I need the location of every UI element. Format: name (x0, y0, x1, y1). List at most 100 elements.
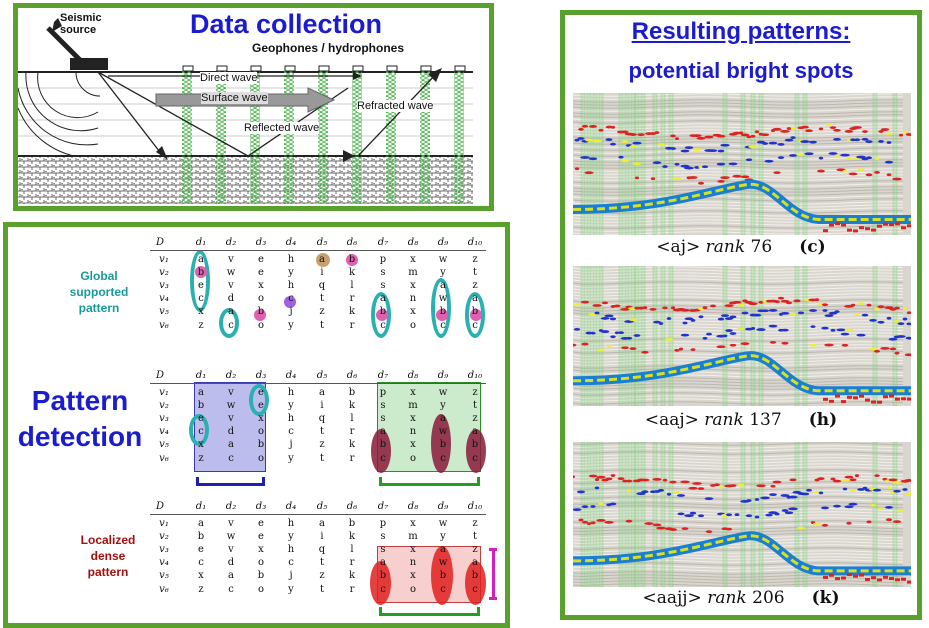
bright-spot-mark (874, 474, 880, 478)
matrix-cell: a (380, 293, 386, 305)
seismic-reflector-line (573, 466, 904, 470)
caption-k-rank: 206 (752, 588, 785, 608)
bright-spot-mark (597, 348, 605, 352)
bright-spot-mark (698, 307, 704, 311)
matrix-column-header: d₉ (437, 237, 449, 248)
bright-spot-mark (768, 141, 778, 145)
bright-spot-mark (652, 161, 662, 165)
bright-spot-mark (772, 127, 782, 131)
matrix-cell: c (288, 293, 294, 305)
bright-spot-mark (640, 478, 650, 482)
matrix-cell: p (379, 518, 387, 529)
seismic-reflector-line (573, 93, 904, 97)
bright-spot-mark (682, 321, 688, 325)
bright-spot-mark (869, 318, 877, 322)
seismic-reflector-line (573, 159, 904, 163)
matrix-row-header: v₁ (159, 254, 169, 265)
seismic-reflector-line (573, 401, 904, 405)
bright-spot-mark (613, 304, 621, 308)
red-ellipse-m3-d7 (370, 561, 391, 605)
bright-spot-mark (780, 494, 790, 497)
bright-spot-mark (847, 573, 852, 577)
matrix-cell: v (228, 518, 234, 529)
bright-spot-mark (633, 334, 641, 337)
bright-spot-mark (728, 162, 738, 166)
global-cyan-ellipse-d9 (431, 278, 451, 338)
matrix-cell: d (227, 426, 235, 438)
matrix-cell: s (380, 400, 386, 412)
bright-spot-mark (684, 166, 694, 170)
bright-spot-mark (573, 475, 576, 479)
bright-spot-mark (797, 311, 805, 315)
matrix-cell: z (198, 452, 204, 464)
caption-k-tag: (k) (811, 588, 840, 608)
bright-spot-mark (598, 128, 604, 132)
bright-spot-mark (678, 347, 684, 351)
bright-spot-mark (877, 305, 885, 309)
bright-spot-mark (898, 509, 904, 513)
seismic-reflector-line (573, 117, 904, 121)
matrix-cell: x (410, 306, 416, 318)
matrix-corner-label: D (155, 370, 165, 381)
matrix-cell: w (226, 267, 236, 279)
seismic-trace-column (624, 266, 630, 406)
seismic-trace-column (872, 266, 878, 406)
bright-spot-mark (877, 400, 882, 404)
bright-spot-mark (894, 351, 900, 355)
bright-spot-mark (641, 490, 649, 494)
local-pattern-label: Localized dense pattern (80, 533, 136, 580)
seismic-reflector-line (573, 168, 904, 172)
matrix-cell: y (440, 531, 446, 543)
matrix-cell: l (350, 544, 354, 556)
bright-spot-mark (889, 577, 894, 581)
seismic-trace-column (794, 93, 800, 235)
seismic-reflector-line (573, 460, 904, 464)
bright-spot-mark (840, 479, 850, 482)
bright-spot-mark (722, 334, 728, 338)
bright-spot-mark (718, 485, 724, 489)
bright-spot-mark (895, 222, 900, 226)
bright-spot-mark (861, 137, 869, 141)
seismic-trace-column (892, 442, 898, 587)
bright-spot-mark (724, 304, 734, 308)
bright-spot-mark (610, 474, 616, 477)
bright-spot-mark (637, 306, 645, 310)
bright-spot-mark (824, 343, 834, 347)
bright-spot-mark (823, 575, 828, 579)
matrix-column-header: d₂ (225, 501, 237, 512)
bright-spot-mark (797, 153, 805, 156)
bright-spot-mark (789, 312, 797, 316)
matrix-cell: x (410, 544, 416, 556)
matrix-cell: o (257, 426, 265, 438)
matrix-cell: w (438, 254, 448, 265)
bright-spot-mark (841, 400, 846, 404)
bright-spot-mark (725, 513, 733, 517)
matrix-cell: z (198, 319, 204, 331)
cyan-ellipse-m2-d1 (189, 414, 209, 446)
matrix-row-header: v₄ (159, 426, 169, 438)
matrix-cell: x (258, 280, 264, 292)
matrix-cell: o (409, 319, 417, 331)
matrix-row-header: v₅ (159, 439, 169, 451)
seismic-trace-column (640, 93, 646, 235)
matrix-cell: a (472, 293, 478, 305)
bright-spot-mark (573, 327, 581, 331)
caption-k-pattern: <aajj> (642, 588, 702, 608)
bright-spot-mark (637, 133, 645, 137)
bright-spot-mark (850, 488, 856, 492)
bright-spot-mark (716, 162, 726, 166)
green-bracket (379, 477, 480, 486)
bright-spot-mark (621, 140, 629, 144)
seismic-reflector-line (573, 287, 904, 291)
seismic-trace-column (794, 266, 800, 406)
bright-spot-mark (768, 324, 778, 328)
matrix-cell: b (379, 306, 387, 318)
matrix-cell: c (440, 583, 446, 595)
seismic-reflector-line (573, 114, 904, 118)
matrix-cell: q (318, 413, 326, 425)
bright-spot-mark (829, 573, 834, 577)
caption-h-pattern: <aaj> (644, 410, 699, 430)
bright-spot-mark (754, 515, 760, 519)
matrix-header-rule (150, 250, 486, 251)
matrix-cell: c (198, 426, 204, 438)
